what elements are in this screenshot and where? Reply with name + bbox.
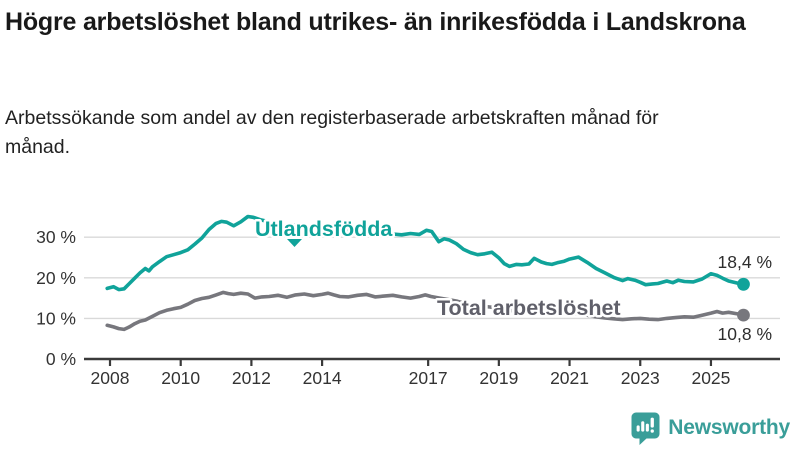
series-end-dot-utlandsfodda [737,277,750,291]
x-axis-label-2014: 2014 [303,368,342,388]
logo-bubble-shape [631,412,660,445]
y-axis-label-30: 30 % [36,227,76,247]
x-axis-label-2012: 2012 [232,368,271,388]
logo-bar-1 [636,424,640,432]
logo-exclamation-dot [650,428,655,433]
x-axis-label-2023: 2023 [621,368,660,388]
x-axis-label-2019: 2019 [479,368,518,388]
chart-title: Högre arbetslöshet bland utrikes- än inr… [5,8,746,36]
y-axis-label-20: 20 % [36,268,76,288]
y-axis-label-0: 0 % [46,349,76,369]
series-line-utlandsfodda [105,214,746,292]
x-axis-label-2017: 2017 [409,368,448,388]
series-end-dot-total [737,308,750,322]
series-line-total [105,290,746,332]
y-axis-label-10: 10 % [36,308,76,328]
logo-exclamation-bar [650,417,655,428]
newsworthy-logo-text: Newsworthy [668,416,790,439]
series-end-value-total: 10,8 % [718,324,772,344]
newsworthy-logo-icon [631,412,660,445]
logo-bar-3 [646,423,650,432]
logo-bar-2 [641,420,645,432]
x-axis-label-2025: 2025 [691,368,730,388]
series-label-caret-icon [287,239,302,247]
newsworthy-logo[interactable]: Newsworthy [631,410,790,446]
chart-subtitle: Arbetssökande som andel av den registerb… [5,107,659,158]
x-axis-label-2010: 2010 [161,368,200,388]
series-label-utlandsfodda: Utlandsfödda [255,217,393,241]
x-axis-label-2021: 2021 [550,368,589,388]
x-axis-label-2008: 2008 [91,368,130,388]
series-end-value-utlandsfodda: 18,4 % [718,252,772,272]
series-label-total: Total arbetslöshet [437,296,621,320]
unemployment-line-chart: 0 % 10 % 20 % 30 % 2008 2010 2012 2014 2017 2019 2… [36,214,780,388]
